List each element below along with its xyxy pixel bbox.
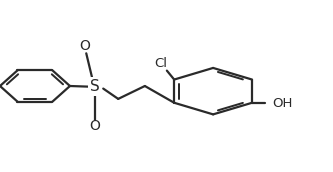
- Text: O: O: [80, 39, 90, 53]
- Text: OH: OH: [272, 97, 292, 110]
- Text: Cl: Cl: [155, 57, 167, 70]
- Text: O: O: [90, 119, 100, 133]
- Text: S: S: [90, 79, 100, 94]
